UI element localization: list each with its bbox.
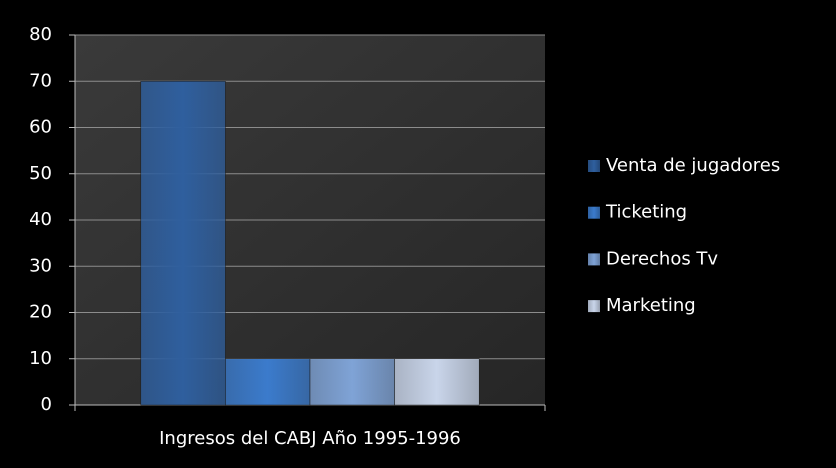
- legend-swatch: [588, 160, 600, 172]
- bar: [309, 358, 395, 406]
- legend-swatch: [588, 206, 600, 219]
- bar: [140, 81, 226, 406]
- y-tick-label: 70: [29, 70, 52, 91]
- y-tick-label: 50: [29, 163, 52, 184]
- y-tick-label: 20: [29, 302, 52, 323]
- y-tick-label: 0: [41, 394, 52, 415]
- legend-label: Marketing: [606, 295, 696, 316]
- legend-swatch: [588, 300, 600, 313]
- legend-label: Ticketing: [605, 202, 687, 223]
- y-tick-label: 10: [29, 348, 52, 369]
- x-tick-label: Ingresos del CABJ Año 1995-1996: [159, 428, 461, 449]
- bar: [394, 358, 480, 406]
- bar: [225, 358, 311, 406]
- legend-label: Derechos Tv: [606, 248, 718, 269]
- y-tick-label: 30: [29, 255, 52, 276]
- legend-label: Venta de jugadores: [606, 155, 780, 176]
- y-tick-label: 60: [29, 117, 52, 138]
- y-tick-label: 40: [29, 209, 52, 230]
- y-tick-label: 80: [29, 24, 52, 45]
- legend-swatch: [588, 253, 600, 266]
